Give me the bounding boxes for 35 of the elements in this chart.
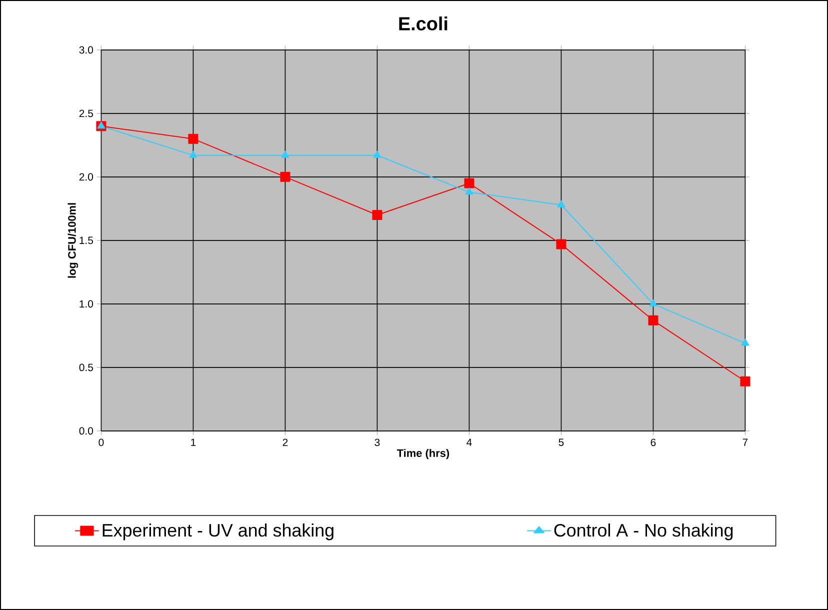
point bbox=[372, 210, 382, 220]
x-tick-label: 7 bbox=[742, 438, 748, 446]
point bbox=[281, 150, 290, 158]
chart-title: E.coli bbox=[399, 16, 448, 30]
y-axis-title: log CFU/100ml bbox=[68, 203, 78, 278]
x-tick-label: 5 bbox=[558, 438, 564, 446]
point bbox=[97, 122, 106, 129]
point bbox=[648, 315, 658, 326]
x-tick-label: 3 bbox=[374, 438, 380, 446]
point bbox=[188, 134, 198, 144]
point bbox=[189, 150, 198, 158]
point bbox=[464, 178, 474, 188]
point bbox=[741, 338, 750, 346]
x-tick-label: 0 bbox=[98, 438, 104, 446]
x-axis-title: Time (hrs) bbox=[396, 448, 450, 460]
point bbox=[649, 299, 658, 306]
y-tick-label: 2.5 bbox=[79, 110, 93, 118]
point bbox=[280, 172, 290, 182]
y-tick-label: 0.0 bbox=[79, 427, 94, 435]
point bbox=[740, 376, 750, 386]
y-tick-label: 2.0 bbox=[79, 173, 94, 181]
point bbox=[557, 200, 566, 208]
legend-label: Control A - No shaking bbox=[554, 523, 733, 540]
point bbox=[465, 188, 474, 195]
legend-label: Experiment - UV and shaking bbox=[102, 523, 334, 540]
x-tick-label: 2 bbox=[282, 438, 288, 446]
x-tick-label: 6 bbox=[650, 438, 656, 446]
y-tick-label: 1.5 bbox=[80, 236, 93, 244]
y-tick-label: 0.5 bbox=[79, 364, 93, 372]
x-tick-label: 4 bbox=[466, 438, 472, 446]
x-tick-label: 1 bbox=[191, 438, 196, 446]
point bbox=[373, 150, 382, 158]
y-tick-label: 3.0 bbox=[79, 46, 94, 54]
y-tick-label: 1.0 bbox=[80, 300, 94, 308]
point bbox=[556, 239, 566, 250]
